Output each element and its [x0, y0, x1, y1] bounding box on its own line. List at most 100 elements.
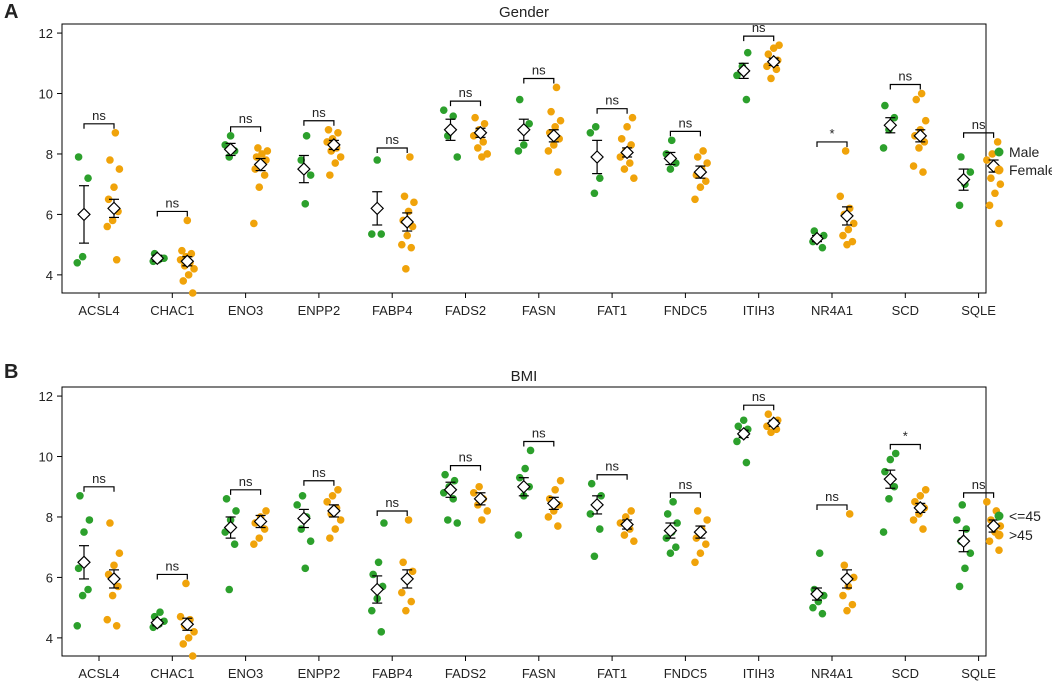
significance-label: ns	[165, 195, 179, 210]
marks-a: ns ns ns ns ns ns ns ns ns ns * ns ns	[73, 20, 1005, 297]
x-tick-label: FADS2	[445, 303, 486, 318]
point-Male-fndc5	[667, 136, 676, 145]
point-45-fndc5	[693, 507, 702, 515]
mean-marker	[443, 482, 458, 497]
x-tick-label: SCD	[892, 303, 919, 318]
point-Female-chac1	[183, 216, 192, 225]
plot-frame-b	[61, 386, 987, 657]
panel-b: B BMI 4 6 8 10 12 ACSL4 CHAC1 ENO3 ENPP2 FABP4 FA…	[4, 361, 1041, 681]
point-45-enpp2	[323, 498, 331, 506]
significance-bracket	[376, 147, 408, 153]
point-45-fndc5	[672, 543, 680, 551]
point-Female-fads2	[480, 119, 489, 128]
point-Female-acsl4	[111, 129, 120, 137]
y-axis-b: 4 6 8 10 12	[39, 389, 62, 646]
significance-bracket	[230, 126, 262, 132]
point-Female-fabp4	[406, 153, 414, 161]
x-tick-label: ENPP2	[298, 666, 341, 681]
point-45-fabp4	[402, 606, 410, 615]
x-tick-label: ENO3	[228, 666, 263, 681]
mean-marker	[253, 157, 268, 172]
x-tick-label: ITIH3	[743, 666, 775, 681]
point-45-acsl4	[85, 516, 94, 524]
significance-label: ns	[752, 389, 766, 404]
mean-marker	[620, 517, 634, 532]
point-45-nr4a1	[845, 510, 854, 518]
legend-a: Male Female	[994, 144, 1052, 178]
x-tick-label: SQLE	[961, 666, 996, 681]
significance-bracket	[156, 210, 188, 217]
point-Female-enpp2	[324, 125, 333, 134]
plot-frame-a	[61, 23, 987, 294]
significance-label: ns	[459, 85, 473, 100]
significance-label: ns	[532, 425, 546, 440]
point-Female-acsl4	[103, 222, 112, 231]
point-Female-eno3	[260, 171, 269, 179]
point-Male-fads2	[453, 153, 462, 161]
point-45-fasn	[514, 531, 523, 539]
y-tick-label: 6	[46, 570, 53, 585]
x-axis-a: ACSL4 CHAC1 ENO3 ENPP2 FABP4 FADS2 FASN FAT1 FND…	[78, 293, 996, 318]
point-45-fasn	[521, 464, 529, 473]
point-Male-itih3	[742, 95, 751, 104]
mean-marker	[766, 416, 781, 431]
point-Male-fasn	[520, 141, 528, 149]
point-Male-fat1	[591, 122, 600, 131]
significance-bracket	[669, 130, 701, 137]
point-Female-acsl4	[108, 216, 117, 225]
point-45-chac1	[184, 634, 193, 642]
point-Female-acsl4	[104, 195, 113, 204]
mean-marker	[840, 572, 854, 586]
point-45-eno3	[232, 507, 240, 515]
x-tick-label: ITIH3	[743, 303, 775, 318]
point-Male-fads2	[449, 112, 458, 120]
significance-label: ns	[752, 20, 766, 35]
significance-label: ns	[605, 459, 619, 474]
point-45-fndc5	[673, 519, 681, 527]
point-45-scd	[921, 485, 930, 494]
significance-label: ns	[165, 558, 179, 573]
point-45-nr4a1	[839, 591, 847, 600]
point-45-nr4a1	[809, 603, 817, 612]
point-Female-fabp4	[400, 192, 409, 201]
mean-marker	[883, 472, 898, 487]
point-Female-enpp2	[336, 153, 345, 161]
point-45-fabp4	[369, 570, 377, 579]
point-45-scd	[879, 528, 888, 536]
point-Female-fabp4	[403, 231, 412, 240]
mean-marker	[810, 231, 824, 246]
significance-bracket	[83, 486, 115, 492]
panel-label-b: B	[4, 361, 18, 383]
point-Female-fasn	[544, 147, 553, 155]
point-Male-fasn	[525, 119, 533, 128]
mean-marker	[180, 254, 195, 269]
point-45-fabp4	[407, 597, 416, 606]
point-Female-chac1	[190, 265, 198, 273]
mean-marker	[810, 587, 824, 601]
point-Female-fat1	[626, 159, 634, 167]
mean-marker	[77, 555, 91, 570]
significance-label: ns	[239, 111, 253, 126]
point-45-fabp4	[408, 567, 417, 576]
mean-marker	[956, 172, 971, 187]
point-45-chac1	[179, 640, 188, 648]
significance-bracket	[963, 132, 995, 138]
mean-marker	[180, 617, 195, 632]
point-45-nr4a1	[815, 549, 824, 558]
point-45-fasn	[526, 446, 535, 455]
mean-marker	[516, 122, 531, 137]
point-Female-fabp4	[407, 243, 416, 252]
significance-bracket	[230, 489, 262, 495]
point-45-fasn	[551, 485, 559, 494]
significance-label: *	[829, 126, 834, 141]
point-45-fabp4	[368, 606, 376, 615]
point-45-scd	[919, 525, 927, 533]
point-45-nr4a1	[848, 600, 857, 609]
mean-marker	[253, 514, 268, 529]
point-45-sqle	[966, 549, 975, 558]
mean-marker	[400, 215, 415, 229]
point-45-eno3	[222, 495, 231, 503]
point-45-fndc5	[666, 549, 675, 558]
point-Female-fndc5	[703, 159, 711, 167]
point-45-fat1	[630, 537, 638, 545]
